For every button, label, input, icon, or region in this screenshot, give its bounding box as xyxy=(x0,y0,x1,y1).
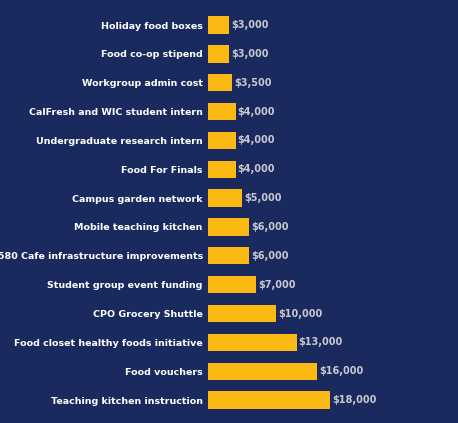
Bar xyxy=(208,45,229,63)
Text: $4,000: $4,000 xyxy=(238,107,275,117)
Text: $6,000: $6,000 xyxy=(251,222,289,232)
Bar xyxy=(208,132,235,149)
Text: $3,000: $3,000 xyxy=(231,20,268,30)
Text: $4,000: $4,000 xyxy=(238,164,275,174)
Bar xyxy=(208,218,249,236)
Text: $6,000: $6,000 xyxy=(251,251,289,261)
Bar xyxy=(208,247,249,264)
Bar xyxy=(208,276,256,293)
Bar xyxy=(208,391,331,409)
Text: $5,000: $5,000 xyxy=(244,193,282,203)
Text: $10,000: $10,000 xyxy=(278,308,322,319)
Text: $13,000: $13,000 xyxy=(299,337,343,347)
Text: $7,000: $7,000 xyxy=(258,280,295,290)
Bar xyxy=(208,334,297,351)
Text: $3,500: $3,500 xyxy=(234,78,272,88)
Bar xyxy=(208,103,235,120)
Text: $4,000: $4,000 xyxy=(238,135,275,146)
Text: $3,000: $3,000 xyxy=(231,49,268,59)
Bar xyxy=(208,161,235,178)
Bar xyxy=(208,190,242,207)
Text: $18,000: $18,000 xyxy=(333,395,377,405)
Bar xyxy=(208,74,232,91)
Bar xyxy=(208,305,276,322)
Bar xyxy=(208,363,317,380)
Text: $16,000: $16,000 xyxy=(319,366,363,376)
Bar xyxy=(208,16,229,34)
